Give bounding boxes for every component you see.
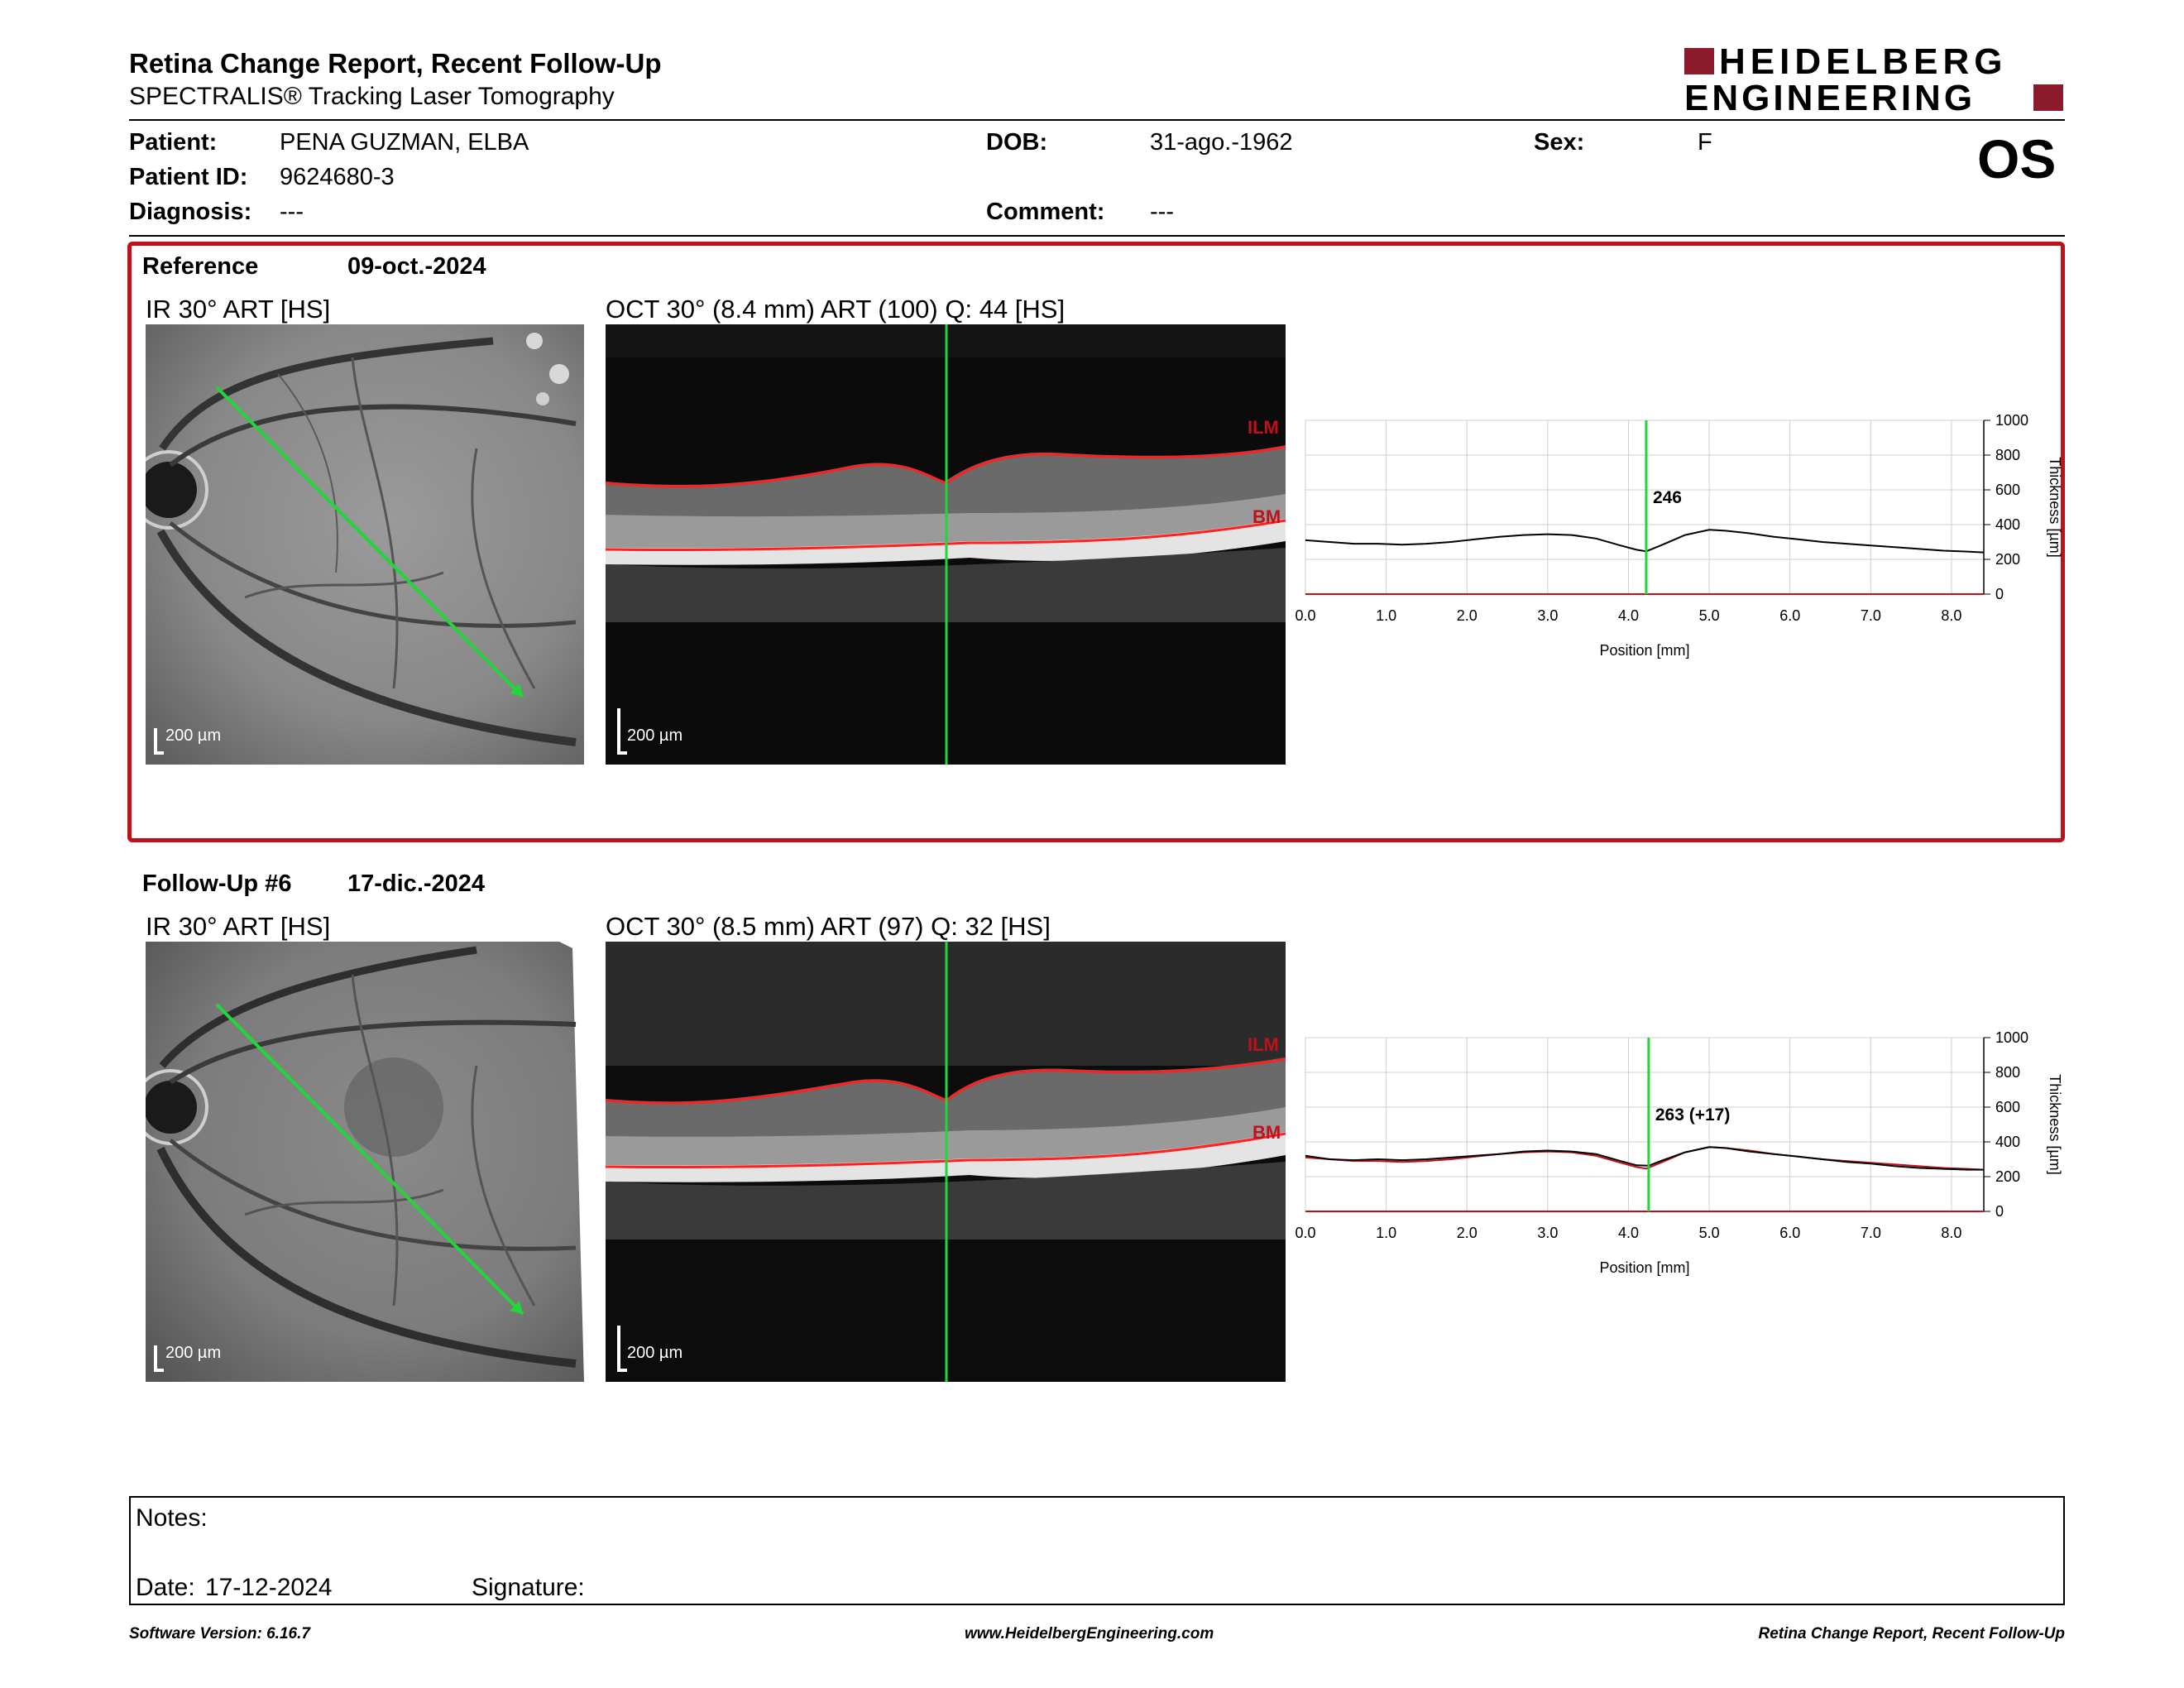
x-tick-label: 1.0 — [1376, 607, 1396, 624]
notes-box — [129, 1496, 2065, 1605]
cursor-thickness-label: 246 — [1653, 488, 1682, 507]
followup-oct-image: ILM BM 200 µm — [606, 942, 1286, 1382]
reference-ir-image: 200 µm — [146, 324, 584, 765]
comment-label: Comment: — [986, 199, 1105, 225]
diagnosis-label: Diagnosis: — [129, 199, 252, 225]
x-axis-label: Position [mm] — [1599, 1259, 1689, 1276]
x-tick-label: 1.0 — [1376, 1225, 1396, 1241]
x-tick-label: 0.0 — [1295, 1225, 1315, 1241]
y-tick-label: 200 — [1995, 1168, 2020, 1185]
x-tick-label: 7.0 — [1861, 1225, 1881, 1241]
y-axis-label: Thickness [µm] — [2047, 457, 2063, 557]
x-tick-label: 6.0 — [1779, 607, 1800, 624]
patient-id-label: Patient ID: — [129, 164, 248, 190]
x-tick-label: 4.0 — [1618, 1225, 1639, 1241]
y-tick-label: 400 — [1995, 1134, 2020, 1150]
y-tick-label: 0 — [1995, 586, 2004, 602]
y-tick-label: 600 — [1995, 482, 2020, 498]
sex-label: Sex: — [1534, 129, 1585, 156]
report-title: Retina Change Report, Recent Follow-Up — [129, 48, 662, 79]
dob-label: DOB: — [986, 129, 1048, 156]
followup-date: 17-dic.-2024 — [347, 870, 486, 897]
patient-name: PENA GUZMAN, ELBA — [280, 129, 529, 156]
report-subtitle: SPECTRALIS® Tracking Laser Tomography — [129, 83, 615, 110]
notes-label: Notes: — [136, 1504, 208, 1532]
x-tick-label: 8.0 — [1941, 1225, 1961, 1241]
x-tick-label: 6.0 — [1779, 1225, 1800, 1241]
y-tick-label: 800 — [1995, 1064, 2020, 1081]
reference-oct-scale: 200 µm — [627, 727, 683, 745]
x-tick-label: 3.0 — [1537, 1225, 1558, 1241]
eye-indicator: OS — [1977, 128, 2057, 189]
x-tick-label: 8.0 — [1941, 607, 1961, 624]
reference-oct-title: OCT 30° (8.4 mm) ART (100) Q: 44 [HS] — [606, 295, 1066, 324]
notes-date-label: Date: — [136, 1574, 195, 1601]
reference-frame — [127, 242, 2065, 842]
heidelberg-logo: HEIDELBERG ENGINEERING — [1684, 41, 2065, 118]
signature-label: Signature: — [472, 1574, 585, 1601]
x-axis-label: Position [mm] — [1599, 642, 1689, 659]
followup-oct-title: OCT 30° (8.5 mm) ART (97) Q: 32 [HS] — [606, 912, 1051, 941]
patient-divider — [129, 235, 2065, 237]
header-divider — [129, 119, 2065, 121]
reference-thickness-chart: 0.0 1.0 2.0 3.0 4.0 5.0 6.0 7.0 8.0 0 200 400 600 800… — [1291, 405, 2068, 679]
x-tick-label: 5.0 — [1699, 1225, 1720, 1241]
reference-ilm-label: ILM — [1248, 417, 1279, 438]
reference-bm-label: BM — [1252, 506, 1281, 527]
y-axis-label: Thickness [µm] — [2047, 1074, 2063, 1174]
reference-ir-title: IR 30° ART [HS] — [146, 295, 331, 324]
y-tick-label: 400 — [1995, 516, 2020, 533]
footer-software-version: Software Version: 6.16.7 — [129, 1625, 310, 1642]
dob-value: 31-ago.-1962 — [1150, 129, 1293, 156]
followup-thickness-chart: 0.0 1.0 2.0 3.0 4.0 5.0 6.0 7.0 8.0 0 200 400 600 800… — [1291, 1023, 2068, 1296]
y-tick-label: 200 — [1995, 551, 2020, 568]
y-tick-label: 600 — [1995, 1099, 2020, 1115]
patient-name-label: Patient: — [129, 129, 218, 156]
plot-area — [1305, 1037, 1985, 1212]
x-tick-label: 3.0 — [1537, 607, 1558, 624]
y-tick-label: 800 — [1995, 447, 2020, 463]
sex-value: F — [1698, 129, 1712, 156]
comment-value: --- — [1150, 199, 1174, 225]
thickness-series-line — [1305, 1146, 1985, 1171]
reference-label: Reference — [142, 253, 259, 280]
diagnosis-value: --- — [280, 199, 304, 225]
x-tick-label: 4.0 — [1618, 607, 1639, 624]
followup-label: Follow-Up #6 — [142, 870, 292, 897]
reference-date: 09-oct.-2024 — [347, 253, 486, 280]
x-tick-label: 2.0 — [1457, 1225, 1478, 1241]
footer-website[interactable]: www.HeidelbergEngineering.com — [965, 1625, 1214, 1642]
x-tick-label: 7.0 — [1861, 607, 1881, 624]
y-tick-label: 0 — [1995, 1203, 2004, 1220]
x-tick-label: 0.0 — [1295, 607, 1315, 624]
reference-ir-scale: 200 µm — [165, 727, 222, 745]
plot-area — [1305, 420, 1985, 595]
followup-oct-scale: 200 µm — [627, 1344, 683, 1362]
patient-id: 9624680-3 — [280, 164, 395, 190]
reference-oct-image: ILM BM 200 µm — [606, 324, 1286, 765]
y-tick-label: 1000 — [1995, 1029, 2028, 1046]
followup-ir-title: IR 30° ART [HS] — [146, 912, 331, 941]
logo-line-1: HEIDELBERG — [1719, 41, 2008, 82]
footer-report-name: Retina Change Report, Recent Follow-Up — [1758, 1625, 2065, 1642]
followup-ir-image: 200 µm — [146, 942, 584, 1382]
x-tick-label: 2.0 — [1457, 607, 1478, 624]
logo-line-2: ENGINEERING — [1684, 78, 1976, 118]
x-tick-label: 5.0 — [1699, 607, 1720, 624]
notes-date: 17-12-2024 — [205, 1574, 333, 1601]
cursor-thickness-label: 263 (+17) — [1655, 1105, 1730, 1125]
y-tick-label: 1000 — [1995, 412, 2028, 429]
followup-ir-scale: 200 µm — [165, 1344, 222, 1362]
followup-bm-label: BM — [1252, 1122, 1281, 1143]
followup-ilm-label: ILM — [1248, 1034, 1279, 1055]
